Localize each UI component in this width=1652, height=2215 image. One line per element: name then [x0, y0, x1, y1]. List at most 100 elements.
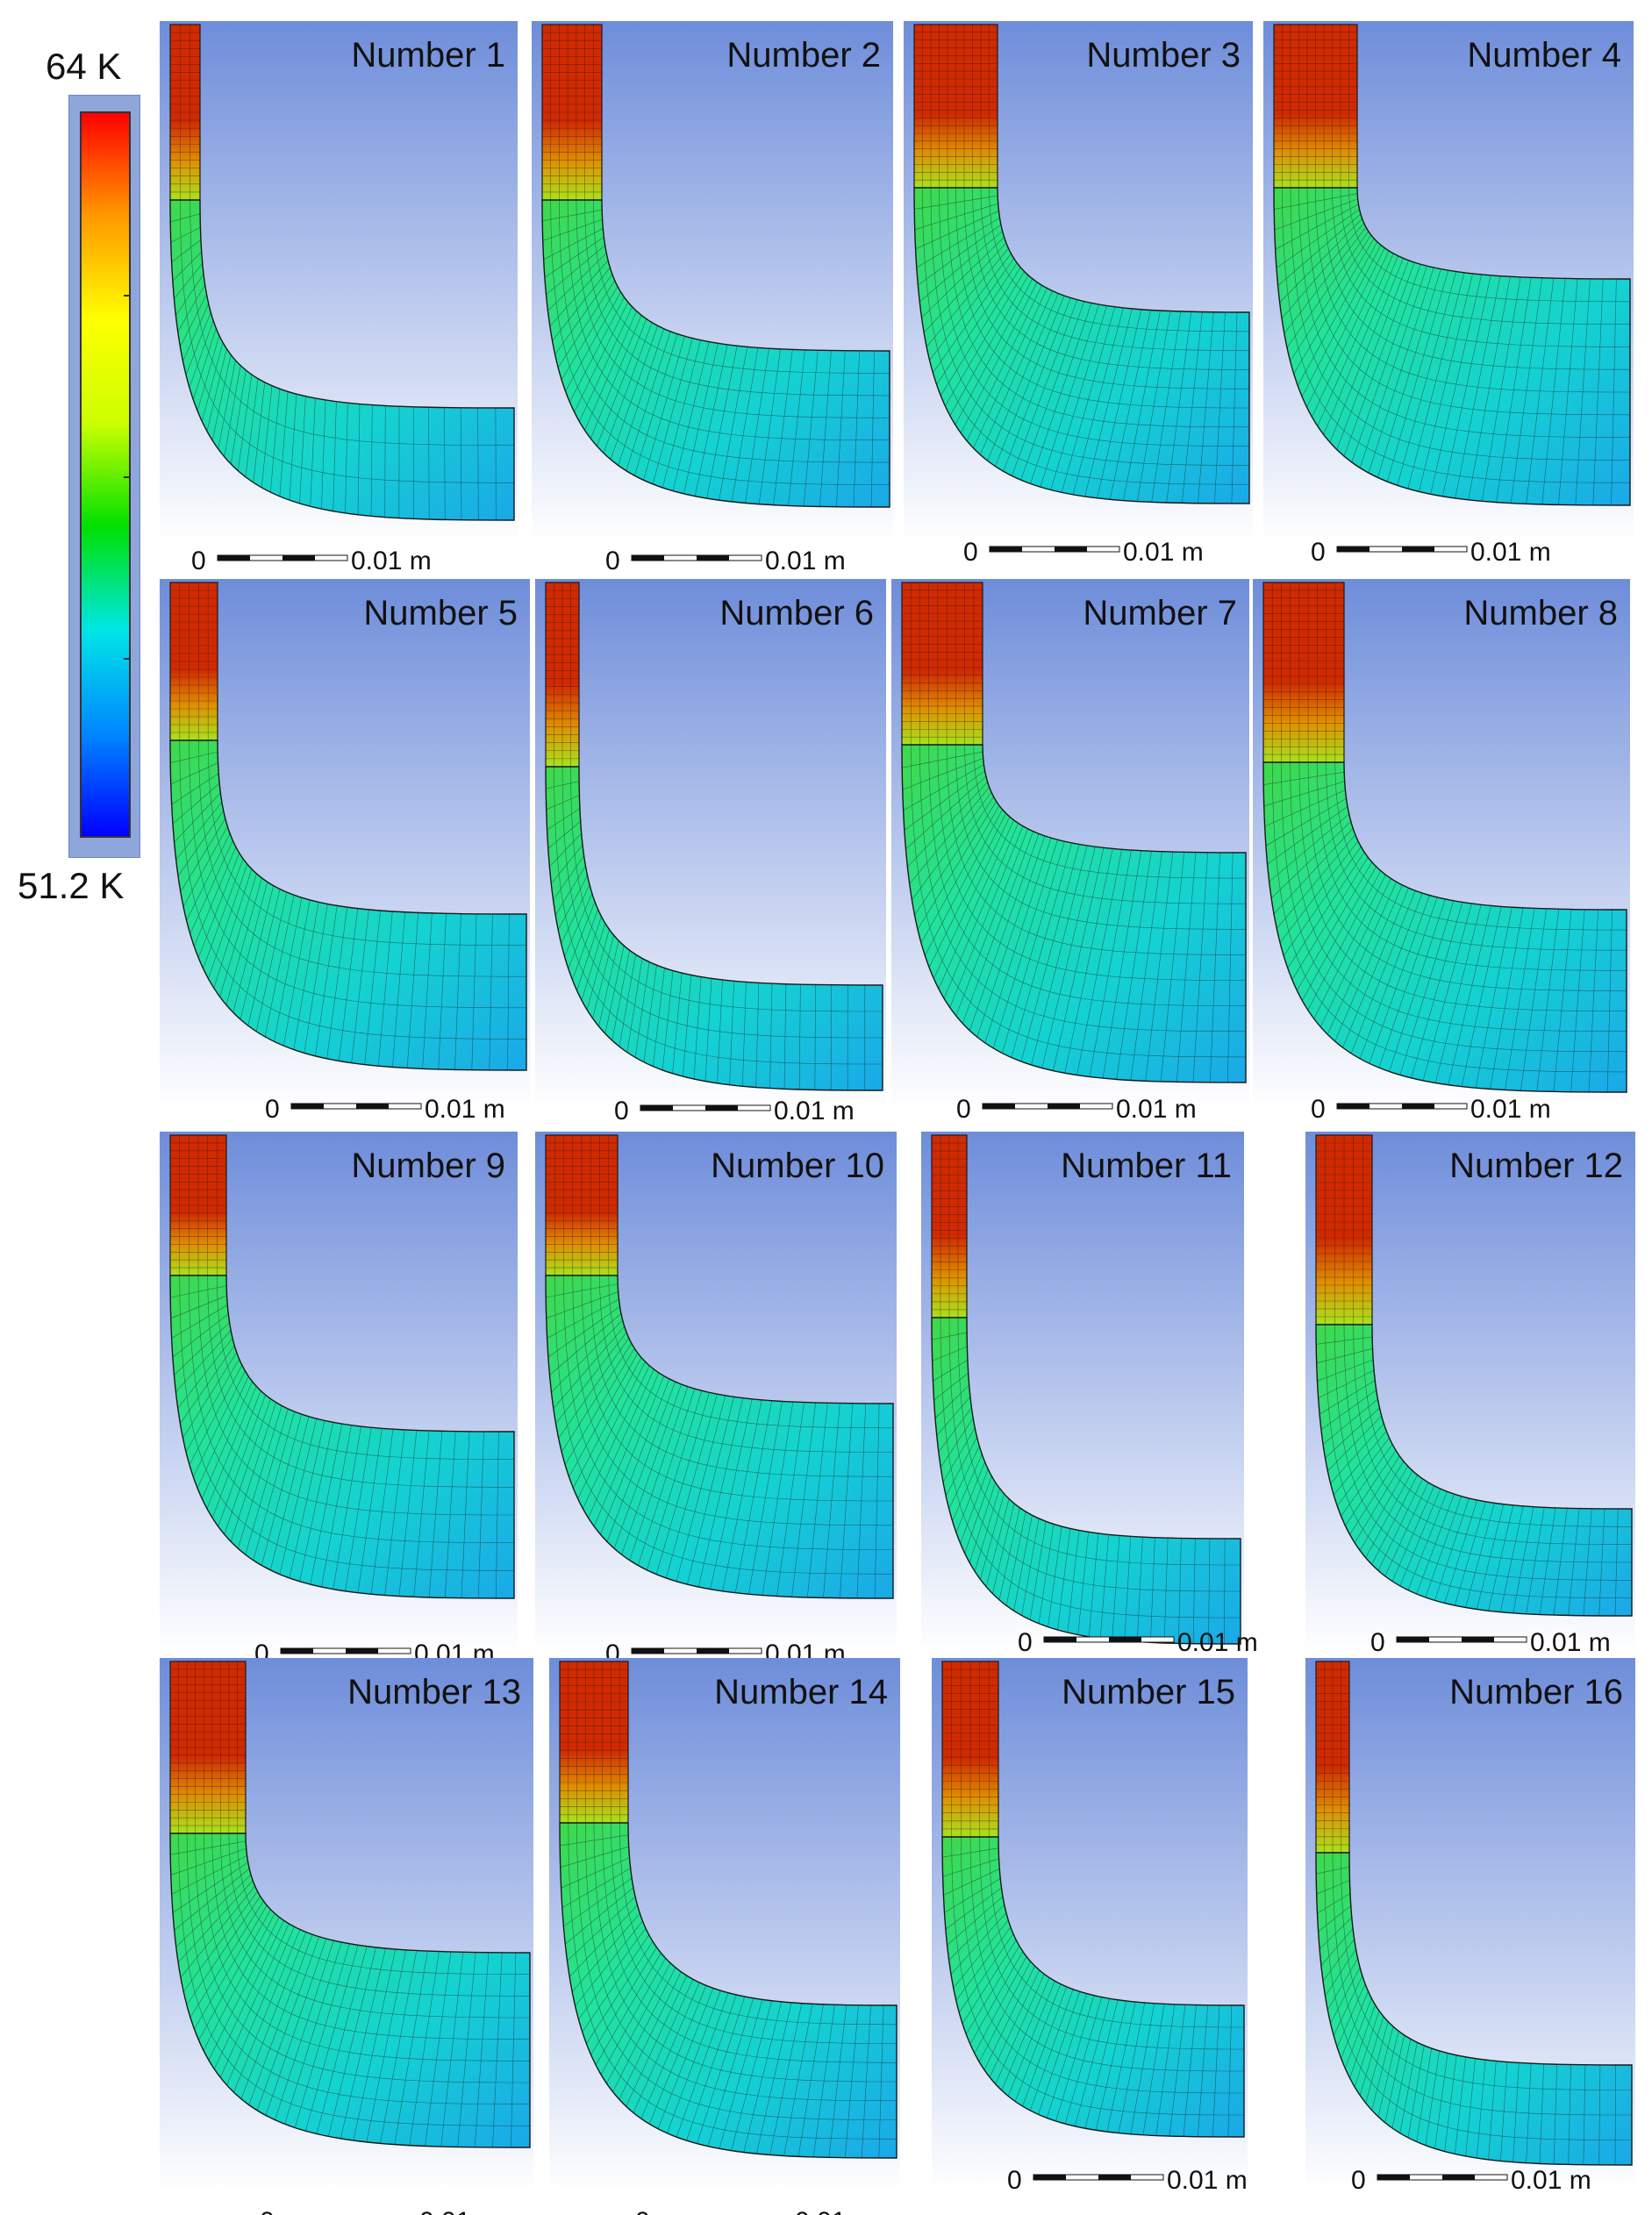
scale-bar: 0 0.01 m [956, 1095, 1197, 1124]
mesh-grid [170, 1661, 531, 2147]
scale-bar: 0 0.01 m [1007, 2166, 1248, 2195]
scale-bar-length: 0.01 m [419, 2207, 500, 2215]
panel-title: Number 2 [726, 36, 881, 75]
panel-9: Number 90 0.01 m [160, 1132, 518, 1668]
scale-bar: 0 0.01 m [1018, 1628, 1258, 1657]
legend-frame [68, 95, 140, 858]
panel-title: Number 12 [1449, 1147, 1623, 1185]
panel-2: Number 2 0 0.01 m [532, 21, 893, 575]
scale-bar-zero: 0 [1311, 538, 1326, 567]
scale-bar: 0 0.01 m [605, 547, 846, 575]
bend-region [901, 744, 1247, 1083]
scale-bar-length: 0.01 m [1167, 2166, 1248, 2195]
legend-max-label: 64 K [46, 46, 122, 87]
scale-bar-zero: 0 [956, 1095, 971, 1124]
bend-region [931, 1317, 1241, 1645]
mesh-grid [914, 25, 1249, 504]
panel-12: Number 12 0 0.01 m [1305, 1132, 1635, 1657]
scale-bar: 0 0.01 m [1311, 538, 1551, 567]
scale-bar: 0 0.01 m [614, 1097, 855, 1125]
scale-bar-zero: 0 [635, 2207, 650, 2215]
mesh-grid [1316, 1661, 1632, 2165]
panel-16: Number 16 0 0.01 m [1305, 1658, 1635, 2195]
scale-bar-zero: 0 [1007, 2166, 1022, 2195]
panel-title: Number 16 [1449, 1673, 1623, 1711]
bend-region [169, 1833, 531, 2148]
panel-title: Number 4 [1467, 36, 1621, 75]
panel-title: Number 14 [714, 1673, 888, 1711]
scale-bar-zero: 0 [265, 1095, 280, 1124]
scale-bar-length: 0.01 m [351, 547, 432, 575]
mesh-grid [902, 582, 1247, 1082]
panel-6: Number 6 0 0.01 m [535, 579, 886, 1125]
scale-bar-zero: 0 [191, 547, 206, 575]
panel-title: Number 3 [1086, 36, 1241, 75]
bend-region [1315, 1852, 1633, 2166]
panel-title: Number 10 [711, 1147, 884, 1185]
panel-15: Number 15 0 0.01 m [932, 1658, 1248, 2195]
panel-title: Number 6 [719, 594, 874, 632]
scale-bar-zero: 0 [614, 1097, 629, 1125]
bend-region [1273, 187, 1631, 506]
scale-bar-zero: 0 [1351, 2166, 1366, 2195]
panel-4: Number 4 0 0.01 m [1263, 21, 1634, 567]
scale-bar: 0 0.01 m [1311, 1095, 1551, 1124]
scale-bar: 0 0.01 m [265, 1095, 505, 1124]
tube-region [901, 582, 983, 746]
panel-14: Number 14 0 0.01 m [549, 1658, 900, 2215]
mesh-grid [1263, 582, 1627, 1092]
scale-bar: 0 0.01 m [635, 2207, 876, 2215]
mesh-grid [942, 1661, 1244, 2137]
bend-region [559, 1822, 898, 2159]
scale-bar: 0 0.01 m [1351, 2166, 1591, 2195]
panel-5: Number 5 0 0.01 m [160, 579, 530, 1124]
scale-bar-zero: 0 [1370, 1628, 1385, 1657]
mesh-grid [170, 25, 515, 520]
scale-bar-zero: 0 [260, 2207, 275, 2215]
bend-region [941, 1836, 1245, 2138]
panel-title: Number 8 [1463, 594, 1618, 632]
mesh-grid [932, 1135, 1241, 1644]
scale-bar-zero: 0 [1018, 1628, 1033, 1657]
scale-bar-length: 0.01 m [1470, 538, 1551, 567]
mesh-grid [542, 25, 890, 507]
mesh-grid [1316, 1135, 1633, 1616]
panel-title: Number 9 [351, 1147, 505, 1185]
scale-bar-length: 0.01 m [1177, 1628, 1258, 1657]
bend-region [1315, 1324, 1633, 1617]
panel-11: Number 11 0 0.01 m [921, 1132, 1258, 1657]
tube-region [1262, 582, 1345, 763]
panel-7: Number 7 0 0.01 m [891, 579, 1249, 1124]
panel-10: Number 100 0.01 m [535, 1132, 897, 1668]
scale-bar-zero: 0 [963, 538, 978, 567]
scale-bar: 0 0.01 m [191, 547, 432, 575]
scale-bar-length: 0.01 m [1511, 2166, 1591, 2195]
scale-bar: 0 0.01 m [260, 2207, 500, 2215]
panel-title: Number 11 [1061, 1147, 1232, 1185]
scale-bar: 0 0.01 m [963, 538, 1204, 567]
legend-tick [124, 295, 131, 297]
panel-1: Number 1 0 0.01 m [160, 21, 518, 575]
bend-region [545, 766, 883, 1091]
scale-bar-zero: 0 [605, 547, 620, 575]
mesh-grid [546, 1135, 894, 1598]
panel-title: Number 7 [1083, 594, 1237, 632]
scale-bar-length: 0.01 m [1530, 1628, 1611, 1657]
scale-bar-zero: 0 [1311, 1095, 1326, 1124]
scale-bar-length: 0.01 m [774, 1097, 855, 1125]
scale-bar-length: 0.01 m [795, 2207, 876, 2215]
mesh-grid [170, 582, 526, 1070]
legend-tick [124, 476, 131, 478]
scale-bar-length: 0.01 m [425, 1095, 505, 1124]
mesh-grid [546, 582, 883, 1090]
scale-bar-length: 0.01 m [1470, 1095, 1551, 1124]
panel-3: Number 3 0 0.01 m [904, 21, 1253, 567]
scale-bar-length: 0.01 m [1123, 538, 1204, 567]
panel-13: Number 13 0 0.01 m [160, 1658, 533, 2215]
mesh-grid [1274, 25, 1630, 505]
bend-region [169, 199, 515, 521]
panel-8: Number 8 0 0.01 m [1253, 579, 1630, 1124]
panel-title: Number 13 [347, 1673, 521, 1711]
